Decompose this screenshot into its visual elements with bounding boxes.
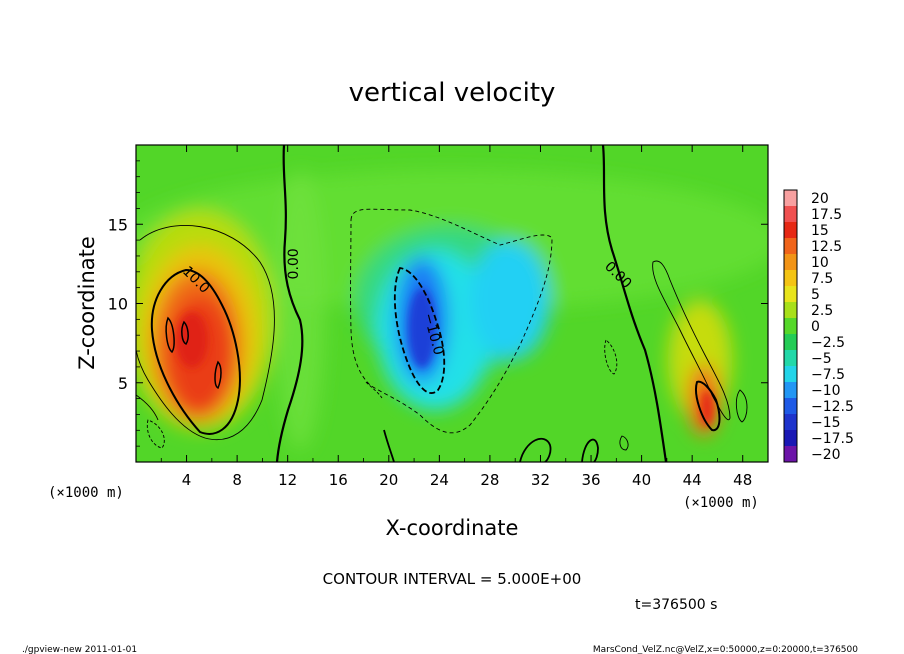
y-tick-label: 5 [118,374,128,393]
colorbar-swatch [784,270,797,287]
x-tick-label: 28 [480,471,499,489]
colorbar-swatch [784,238,797,255]
x-tick-label: 44 [683,471,702,489]
x-axis-label: X-coordinate [386,516,519,540]
x-tick-label: 8 [232,471,242,489]
colorbar: 2017.51512.5107.552.50−2.5−5−7.5−10−12.5… [783,189,854,463]
colorbar-swatch [784,206,797,223]
colorbar-swatch [784,318,797,335]
colorbar-label: −7.5 [811,367,845,383]
footer-right: MarsCond_VelZ.nc@VelZ,x=0:50000,z=0:2000… [593,645,858,654]
colorbar-label: 17.5 [811,207,842,223]
colorbar-label: −5 [811,351,832,367]
x-tick-label: 12 [278,471,297,489]
colorbar-swatch [784,366,797,383]
x-tick-label: 4 [182,471,192,489]
x-unit-left: (×1000 m) [48,485,124,501]
colorbar-label: −20 [811,447,841,463]
colorbar-swatch [784,254,797,271]
x-unit-right: (×1000 m) [683,495,759,511]
colorbar-label: −17.5 [811,431,854,447]
colorbar-label: −12.5 [811,399,854,415]
colorbar-label: 12.5 [811,239,842,255]
colorbar-swatch [784,286,797,303]
x-tick-label: 16 [329,471,348,489]
y-tick-label: 15 [108,215,128,234]
contour-interval-text: CONTOUR INTERVAL = 5.000E+00 [323,570,582,588]
colorbar-label: 0 [811,319,820,335]
footer-left: ./gpview-new 2011-01-01 [22,645,137,654]
x-tick-label: 32 [531,471,550,489]
x-tick-label: 48 [733,471,752,489]
colorbar-swatch [784,334,797,351]
colorbar-swatch [784,302,797,319]
colorbar-label: −10 [811,383,841,399]
y-tick-label: 10 [108,295,128,314]
colorbar-label: 10 [811,255,829,271]
colorbar-swatch [784,382,797,399]
colorbar-label: −15 [811,415,841,431]
colorbar-label: 7.5 [811,271,833,287]
colorbar-swatch [784,350,797,367]
time-stamp: t=376500 s [635,597,717,613]
colorbar-swatch [784,430,797,447]
colorbar-swatch [784,414,797,431]
colorbar-swatch [784,190,797,207]
colorbar-label: 2.5 [811,303,833,319]
colorbar-swatch [784,446,797,463]
colorbar-label: 15 [811,223,829,239]
x-tick-label: 20 [379,471,398,489]
heatmap-field [136,145,768,462]
x-tick-label: 40 [632,471,651,489]
colorbar-label: −2.5 [811,335,845,351]
x-tick-label: 36 [581,471,600,489]
colorbar-swatch [784,398,797,415]
contour-label: 0.00 [286,248,302,279]
colorbar-frame [783,189,798,463]
colorbar-label: 20 [811,191,829,207]
x-tick-label: 24 [430,471,449,489]
colorbar-label: 5 [811,287,820,303]
chart-title: vertical velocity [349,78,556,108]
colorbar-swatch [784,222,797,239]
y-axis-label: Z-coordinate [75,236,99,370]
